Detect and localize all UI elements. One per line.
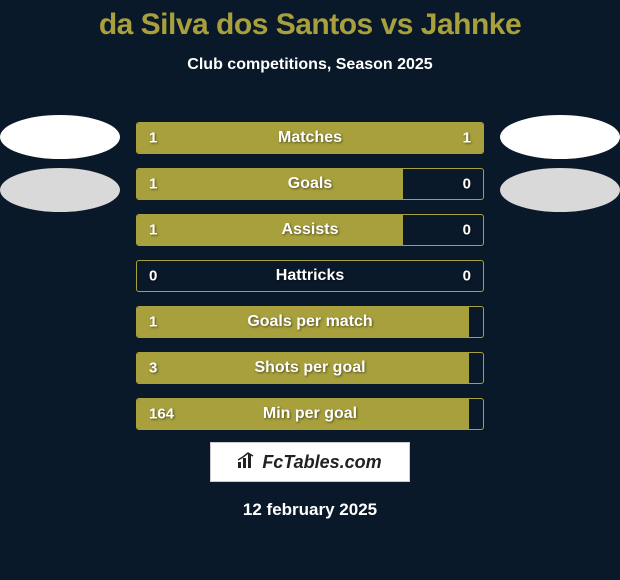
stat-value-right: 1 xyxy=(463,130,471,147)
stat-value-left: 1 xyxy=(149,314,157,331)
logo-label: FcTables.com xyxy=(262,452,381,473)
stat-row: 3 Shots per goal xyxy=(136,352,484,384)
stat-label: Goals per match xyxy=(247,313,372,331)
stat-row: 1 0 Goals xyxy=(136,168,484,200)
avatar-left-group xyxy=(0,115,120,221)
avatar-ellipse xyxy=(0,115,120,159)
avatar-ellipse xyxy=(500,168,620,212)
page-subtitle: Club competitions, Season 2025 xyxy=(0,56,620,74)
stat-value-left: 0 xyxy=(149,268,157,285)
stat-row: 1 1 Matches xyxy=(136,122,484,154)
stat-value-left: 1 xyxy=(149,222,157,239)
stat-row: 1 0 Assists xyxy=(136,214,484,246)
stat-label: Shots per goal xyxy=(254,359,365,377)
logo-text: FcTables.com xyxy=(238,452,381,473)
avatar-ellipse xyxy=(500,115,620,159)
avatar-ellipse xyxy=(0,168,120,212)
stat-label: Hattricks xyxy=(276,267,344,285)
stat-label: Min per goal xyxy=(263,405,357,423)
avatar-right-group xyxy=(500,115,620,221)
stat-row: 164 Min per goal xyxy=(136,398,484,430)
stats-container: 1 1 Matches 1 0 Goals 1 0 Assists 0 0 Hattricks 1 Goa… xyxy=(136,122,484,444)
stat-row: 0 0 Hattricks xyxy=(136,260,484,292)
stat-value-right: 0 xyxy=(463,176,471,193)
stat-label: Goals xyxy=(288,175,332,193)
stat-value-left: 1 xyxy=(149,176,157,193)
stat-value-left: 1 xyxy=(149,130,157,147)
stat-value-left: 164 xyxy=(149,406,174,423)
stat-row: 1 Goals per match xyxy=(136,306,484,338)
chart-icon xyxy=(238,452,258,473)
stat-label: Assists xyxy=(282,221,339,239)
stat-value-left: 3 xyxy=(149,360,157,377)
date-text: 12 february 2025 xyxy=(243,500,377,520)
stat-label: Matches xyxy=(278,129,342,147)
stat-value-right: 0 xyxy=(463,268,471,285)
bar-left xyxy=(137,169,403,199)
page-title: da Silva dos Santos vs Jahnke xyxy=(0,0,620,42)
stat-value-right: 0 xyxy=(463,222,471,239)
logo-box[interactable]: FcTables.com xyxy=(210,442,410,482)
bar-left xyxy=(137,215,403,245)
